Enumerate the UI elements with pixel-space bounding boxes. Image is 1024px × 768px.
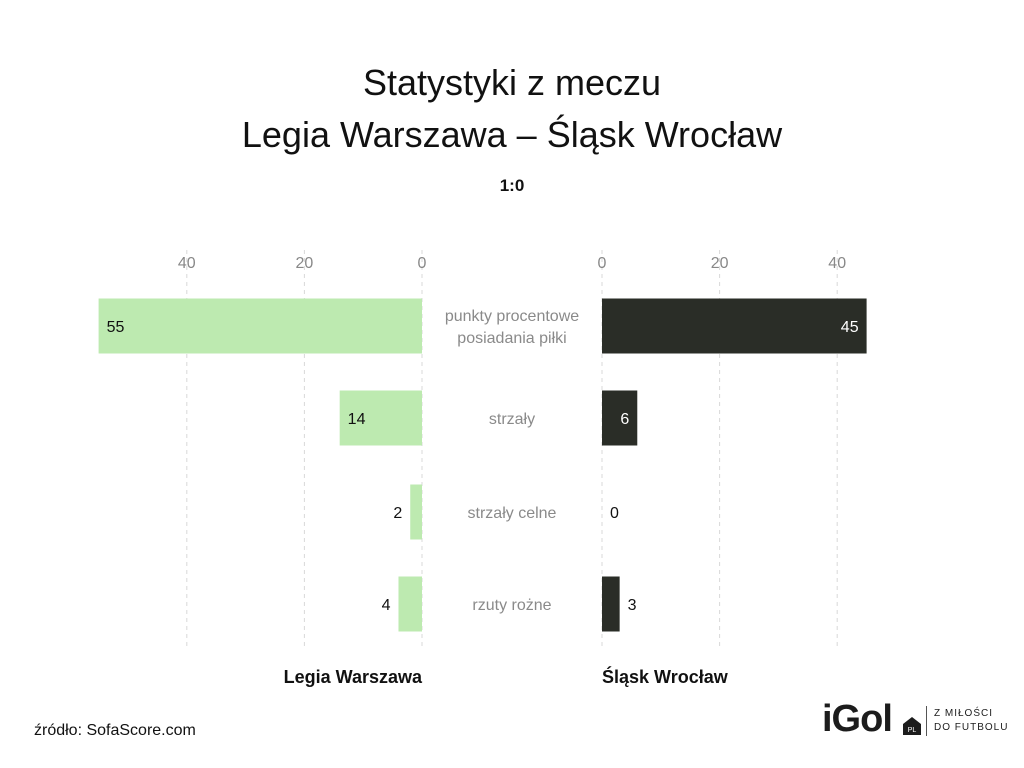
- bar-left-2: [410, 484, 422, 540]
- value-label-left-1: 14: [348, 411, 366, 428]
- logo-tagline-line2: DO FUTBOLU: [934, 722, 1009, 733]
- bar-left-1: [339, 390, 422, 446]
- tick-label-left-0: 0: [418, 255, 427, 272]
- value-label-right-1: 6: [620, 411, 629, 428]
- igol-logo[interactable]: iGol PL Z MIŁOŚCI DO FUTBOLU: [822, 698, 1012, 744]
- tick-label-right-0: 0: [598, 255, 607, 272]
- value-label-left-2: 2: [393, 505, 402, 522]
- tick-label-right-40: 40: [828, 255, 846, 272]
- bar-left-0: [98, 298, 422, 354]
- value-label-right-3: 3: [628, 597, 637, 614]
- chart-subtitle-teams: Legia Warszawa – Śląsk Wrocław: [241, 114, 783, 155]
- category-label-2: strzały celne: [468, 505, 557, 522]
- value-label-left-0: 55: [107, 319, 125, 336]
- match-score: 1:0: [499, 176, 525, 195]
- logo-divider: [926, 706, 927, 736]
- bar-right-1: [602, 390, 638, 446]
- logo-badge-icon: PL: [903, 717, 921, 735]
- category-label-0-line1: posiadania piłki: [457, 330, 566, 347]
- bar-right-0: [602, 298, 867, 354]
- tick-label-left-20: 20: [296, 255, 314, 272]
- value-label-right-0: 45: [841, 319, 859, 336]
- value-label-left-3: 4: [382, 597, 391, 614]
- logo-badge-text: PL: [908, 727, 917, 734]
- team-label-left: Legia Warszawa: [283, 667, 422, 687]
- value-label-right-2: 0: [610, 505, 619, 522]
- logo-tagline: Z MIŁOŚCI DO FUTBOLU: [934, 707, 1008, 735]
- chart-title: Statystyki z meczu: [362, 62, 662, 103]
- category-label-3: rzuty rożne: [472, 597, 551, 614]
- category-label-1: strzały: [489, 411, 535, 428]
- bar-right-3: [602, 576, 620, 632]
- team-label-right: Śląsk Wrocław: [602, 667, 728, 687]
- logo-tagline-line1: Z MIŁOŚCI: [934, 708, 994, 719]
- bar-left-3: [398, 576, 422, 632]
- tick-label-right-20: 20: [711, 255, 729, 272]
- logo-wordmark: iGol: [822, 698, 893, 740]
- tick-label-left-40: 40: [178, 255, 196, 272]
- category-label-0-line0: punkty procentowe: [445, 308, 579, 325]
- source-note: źródło: SofaScore.com: [34, 722, 196, 739]
